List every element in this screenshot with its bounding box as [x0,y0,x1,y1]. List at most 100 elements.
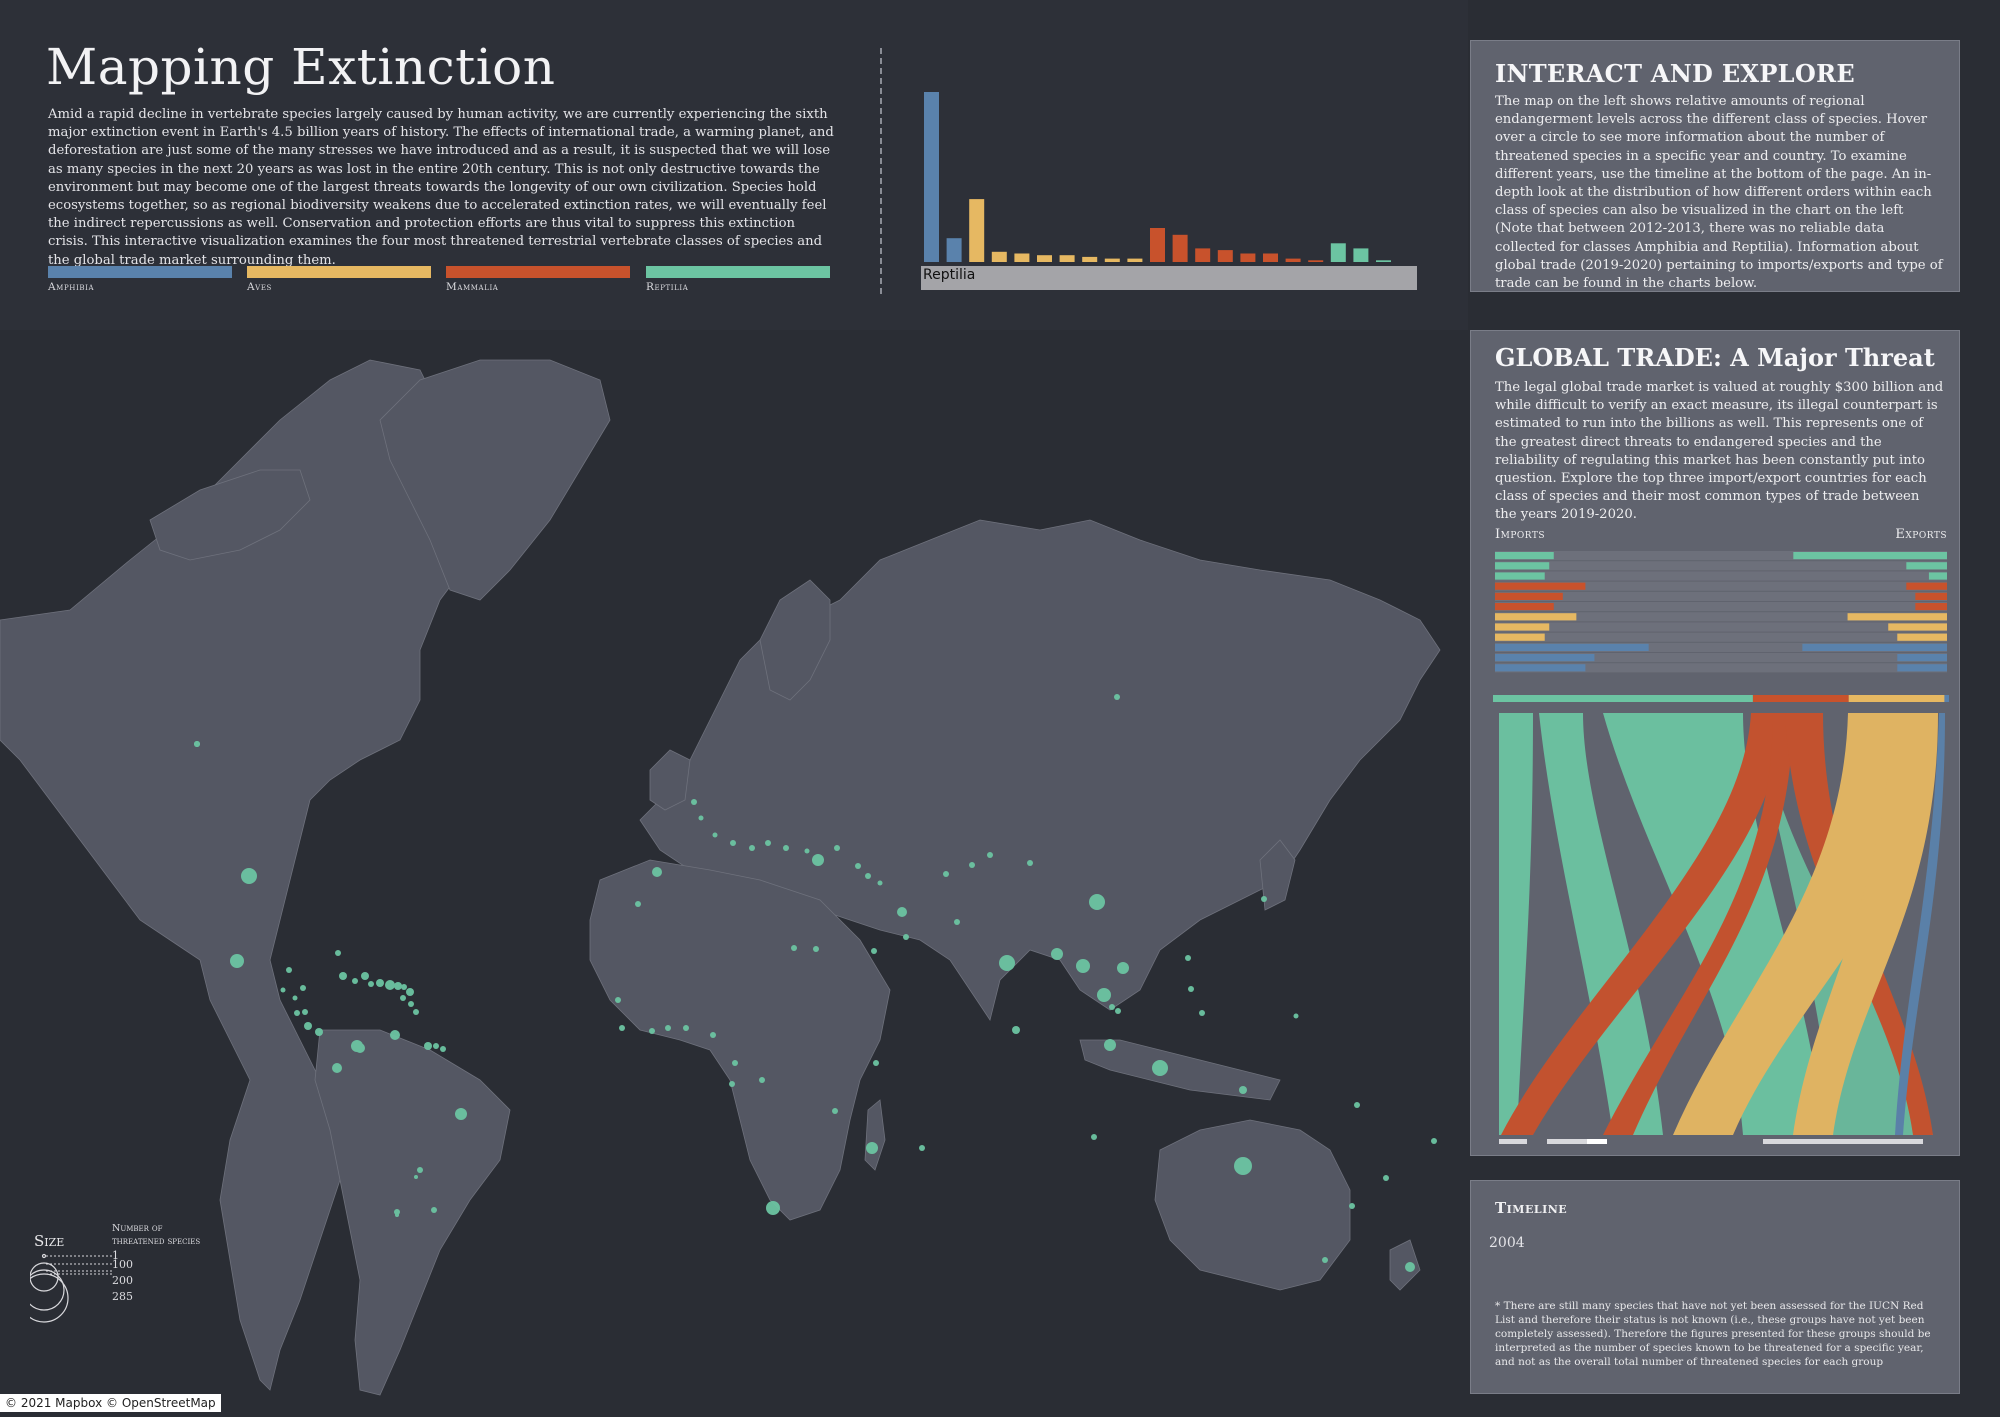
order-bar-reptilia[interactable] [1353,248,1369,262]
trade-row-track [1495,602,1947,612]
import-bar-aves[interactable] [1495,623,1550,631]
legend-label-amphibia[interactable]: Amphibia [48,281,95,293]
import-bar-aves[interactable] [1495,613,1577,621]
order-bar-chart[interactable] [918,90,1418,266]
order-bar-mammalia[interactable] [1172,234,1188,262]
sankey-flow-reptilia [1539,713,1663,1135]
order-bar-aves[interactable] [1014,253,1030,263]
order-bar-mammalia[interactable] [1308,260,1324,262]
country-circle [332,1063,342,1073]
export-bar-mammalia[interactable] [1906,582,1947,590]
legend-label-reptilia[interactable]: Reptilia [646,281,689,293]
sankey-flow-mammalia [1501,713,1783,1135]
land-se-asia-islands [1079,1039,1281,1101]
legend-swatch-mammalia[interactable] [446,266,630,278]
order-bar-aves[interactable] [991,251,1007,262]
size-legend-circle-1 [41,1253,47,1259]
country-circle [791,945,797,951]
land-madagascar [864,1099,886,1171]
sankey-top-segment-mammalia[interactable] [1752,695,1849,702]
order-bar-mammalia[interactable] [1263,253,1278,263]
order-bar-aves[interactable] [1059,255,1075,262]
import-export-bars[interactable] [1495,551,1947,675]
world-map[interactable] [0,330,1468,1417]
order-bar-aves[interactable] [1104,258,1120,262]
export-bar-amphibia[interactable] [1897,664,1947,672]
trade-row-track [1495,561,1947,571]
export-bar-reptilia[interactable] [1793,552,1947,560]
country-circle [873,1060,879,1066]
country-circle [954,919,960,925]
import-bar-amphibia[interactable] [1495,654,1595,662]
sankey-top-segment-amphibia[interactable] [1944,695,1949,702]
import-bar-reptilia[interactable] [1495,572,1545,580]
country-circle [361,972,369,980]
timeline-panel[interactable]: Timeline 2004 * There are still many spe… [1470,1180,1960,1394]
export-bar-amphibia[interactable] [1802,643,1947,651]
map-attribution[interactable]: © 2021 Mapbox © OpenStreetMap [0,1394,221,1412]
trade-type-sankey[interactable] [1493,695,1949,1151]
country-circle [1117,962,1129,974]
export-bar-aves[interactable] [1897,633,1947,641]
export-bar-mammalia[interactable] [1915,603,1947,611]
order-bar-mammalia[interactable] [1285,258,1301,262]
legend-swatch-aves[interactable] [247,266,431,278]
order-bar-mammalia[interactable] [1195,248,1211,262]
timeline-year[interactable]: 2004 [1489,1235,1525,1251]
country-circle [1234,1157,1252,1175]
trade-body: The legal global trade market is valued … [1495,380,1944,523]
export-bar-mammalia[interactable] [1915,592,1947,600]
import-bar-reptilia[interactable] [1495,562,1550,570]
map-canvas[interactable] [0,330,1468,1417]
order-bar-mammalia[interactable] [1217,250,1233,262]
order-bar-reptilia[interactable] [1376,260,1391,262]
order-bar-mammalia[interactable] [1240,253,1256,263]
legend-label-aves[interactable]: Aves [247,281,272,293]
legend-swatch-amphibia[interactable] [48,266,232,278]
interact-panel: INTERACT AND EXPLORE The map on the left… [1470,40,1960,292]
legend-swatch-reptilia[interactable] [646,266,830,278]
country-circle [1051,948,1063,960]
order-bar-aves[interactable] [1127,258,1143,262]
country-circle [335,950,341,956]
size-legend-value: 200 [112,1274,133,1287]
export-bar-aves[interactable] [1847,613,1947,621]
country-circle [352,978,358,984]
export-bar-aves[interactable] [1888,623,1947,631]
sankey-top-segment-aves[interactable] [1848,695,1945,702]
country-circle [969,862,975,868]
order-bar-aves[interactable] [1082,256,1098,262]
import-bar-mammalia[interactable] [1495,582,1586,590]
order-bar-mammalia[interactable] [1150,228,1165,262]
country-circle [834,845,840,851]
sankey-flows [1499,713,1945,1135]
sankey-bottom-bar [1547,1139,1587,1144]
export-bar-reptilia[interactable] [1906,562,1947,570]
export-bar-amphibia[interactable] [1897,654,1947,662]
import-bar-mammalia[interactable] [1495,592,1563,600]
order-bar-aves[interactable] [1037,255,1052,262]
import-bar-amphibia[interactable] [1495,664,1586,672]
species-circles[interactable] [194,694,1437,1272]
country-circle [665,1025,671,1031]
order-bar-amphibia[interactable] [924,92,939,262]
import-bar-reptilia[interactable] [1495,552,1554,560]
order-bar-aves[interactable] [969,199,985,262]
size-legend-subtitle-2: threatened species [112,1236,201,1247]
country-circle [339,972,347,980]
timeline-title: Timeline [1495,1199,1568,1217]
import-bar-amphibia[interactable] [1495,643,1649,651]
export-bar-reptilia[interactable] [1928,572,1947,580]
order-chart-selected-label: Reptilia [923,267,976,283]
order-bar-amphibia[interactable] [946,238,962,262]
order-bar-reptilia[interactable] [1330,243,1346,262]
sankey-top-segment-reptilia[interactable] [1493,695,1753,702]
country-circle [619,1025,625,1031]
country-circle [729,1081,735,1087]
import-bar-mammalia[interactable] [1495,603,1554,611]
order-chart-selection-bar[interactable]: Reptilia [921,266,1417,290]
import-bar-aves[interactable] [1495,633,1545,641]
legend-label-mammalia[interactable]: Mammalia [446,281,499,293]
country-circle [691,799,697,805]
country-circle [394,1209,400,1215]
